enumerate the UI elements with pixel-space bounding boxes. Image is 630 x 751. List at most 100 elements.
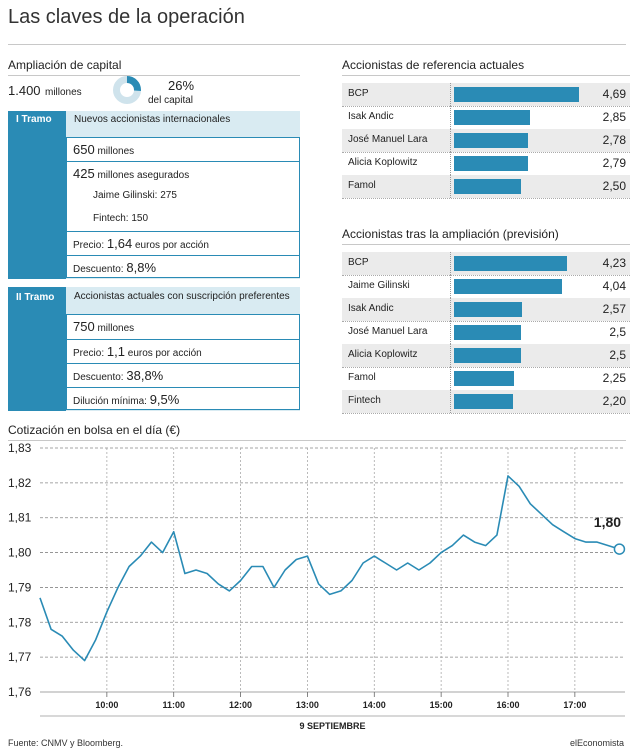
tramo2-row-dilucion: Dilución mínima: 9,5% (67, 387, 299, 410)
holder-name: Jaime Gilinski (348, 280, 410, 291)
holder-bar (454, 179, 521, 194)
holder-value: 4,23 (602, 256, 626, 270)
holder-separator (450, 321, 451, 344)
holders-current-rule (342, 75, 630, 76)
holder-name: Fintech (348, 395, 381, 406)
y-tick-label: 1,81 (8, 511, 32, 525)
holder-row-divider (342, 152, 630, 153)
tramo2-dilucion-label: Dilución mínima: (73, 396, 150, 407)
holder-separator (450, 129, 451, 152)
holder-row: José Manuel Lara 2,5 (342, 321, 630, 344)
holder-name: Famol (348, 180, 376, 191)
x-tick-label: 12:00 (229, 700, 252, 710)
holder-row: Isak Andic 2,85 (342, 106, 630, 129)
holder-bar (454, 110, 530, 125)
holder-row: BCP 4,69 (342, 83, 630, 106)
x-tick-label: 15:00 (430, 700, 453, 710)
holder-bar (454, 256, 567, 271)
tramo1-row-gilinski: Jaime Gilinski: 275 (67, 184, 299, 207)
y-tick-label: 1,80 (8, 546, 32, 560)
price-chart-rule (8, 440, 626, 441)
ampliacion-rule (8, 75, 300, 76)
holders-after-rule (342, 244, 630, 245)
tramo2-precio-unit: euros por acción (124, 348, 202, 359)
tramo2-amount-unit: millones (94, 323, 135, 334)
holder-name: BCP (348, 257, 369, 268)
holder-bar (454, 394, 513, 409)
holder-row-divider (342, 198, 630, 199)
last-price-marker (613, 543, 626, 555)
y-tick-label: 1,76 (8, 685, 32, 699)
tramo1-label-fill (8, 128, 66, 279)
holder-row: Alicia Koplowitz 2,5 (342, 344, 630, 367)
holder-row-divider (342, 106, 630, 107)
tramo1-row-amount: 650 millones (67, 138, 299, 161)
price-chart: 1,76 1,77 1,78 1,79 1,80 1,81 1,82 1,83 10:00 11:… (8, 441, 626, 731)
holder-row: Famol 2,25 (342, 367, 630, 390)
tramo2-heading: Accionistas actuales con suscripción pre… (74, 291, 290, 302)
tramo1-details: 650 millones 425 millones asegurados Jai… (66, 137, 300, 278)
tramo2-details: 750 millones Precio: 1,1 euros por acció… (66, 314, 300, 410)
holder-bar (454, 87, 579, 102)
x-tick-label: 14:00 (363, 700, 386, 710)
tramo1-descuento-value: 8,8% (126, 260, 157, 275)
holder-separator (450, 298, 451, 321)
holder-name: José Manuel Lara (348, 326, 428, 337)
tramo2-label: II Tramo (8, 287, 66, 411)
holder-row: Famol 2,50 (342, 175, 630, 198)
holder-row-divider (342, 367, 630, 368)
tramo1-amount-unit: millones (94, 146, 135, 157)
holder-name: BCP (348, 88, 369, 99)
holder-name: Famol (348, 372, 376, 383)
holder-name: Isak Andic (348, 303, 394, 314)
tramo1-gilinski-text: Jaime Gilinski: 275 (93, 190, 177, 201)
holder-value: 2,5 (609, 348, 626, 362)
holder-name: Isak Andic (348, 111, 394, 122)
holders-after-table: BCP 4,23 Jaime Gilinski 4,04 Isak Andic 2,57 J… (342, 252, 630, 414)
ampliacion-amount-value: 1.400 (8, 83, 41, 98)
x-tick-label: 11:00 (162, 700, 185, 710)
tramo2-amount-value: 750 (73, 319, 95, 334)
holder-separator (450, 106, 451, 129)
holder-row-divider (342, 321, 630, 322)
holder-bar (454, 325, 521, 340)
holder-row: José Manuel Lara 2,78 (342, 129, 630, 152)
tramo1-asegurados-unit: millones asegurados (94, 170, 190, 181)
price-chart-title: Cotización en bolsa en el día (€) (8, 423, 181, 437)
holder-row: Jaime Gilinski 4,04 (342, 275, 630, 298)
holder-value: 2,78 (602, 133, 626, 147)
donut-share (113, 76, 141, 104)
tramo1-precio-label: Precio: (73, 240, 107, 251)
tramo1-precio-value: 1,64 (106, 236, 133, 251)
holder-value: 4,69 (602, 87, 626, 101)
ampliacion-percent: 26% (168, 78, 195, 93)
holder-bar (454, 371, 514, 386)
holder-row: Alicia Koplowitz 2,79 (342, 152, 630, 175)
holder-separator (450, 275, 451, 298)
holder-separator (450, 252, 451, 275)
y-tick-label: 1,79 (8, 580, 32, 594)
x-tick-label: 17:00 (563, 700, 586, 710)
holder-value: 2,5 (609, 325, 626, 339)
holder-value: 2,25 (602, 371, 626, 385)
tramo1-row-fintech: Fintech: 150 (67, 207, 299, 231)
holder-name: Alicia Koplowitz (348, 157, 418, 168)
x-tick-label: 13:00 (296, 700, 319, 710)
ampliacion-amount: 1.400 millones (8, 82, 82, 100)
tramo1-descuento-label: Descuento: (73, 264, 127, 275)
tramo2-descuento-value: 38,8% (126, 368, 164, 383)
tramo1-asegurados-value: 425 (73, 166, 95, 181)
tramo2-dilucion-value: 9,5% (149, 392, 180, 407)
ampliacion-title: Ampliación de capital (8, 58, 122, 72)
ampliacion-amount-unit: millones (45, 87, 82, 98)
y-tick-label: 1,78 (8, 615, 32, 629)
holder-value: 4,04 (602, 279, 626, 293)
holder-value: 2,79 (602, 156, 626, 170)
holder-bar (454, 279, 562, 294)
holder-separator (450, 367, 451, 390)
holder-name: José Manuel Lara (348, 134, 428, 145)
holder-row-divider (342, 413, 630, 414)
tramo2-row-descuento: Descuento: 38,8% (67, 363, 299, 387)
holder-value: 2,57 (602, 302, 626, 316)
holders-after-title: Accionistas tras la ampliación (previsió… (342, 227, 559, 241)
